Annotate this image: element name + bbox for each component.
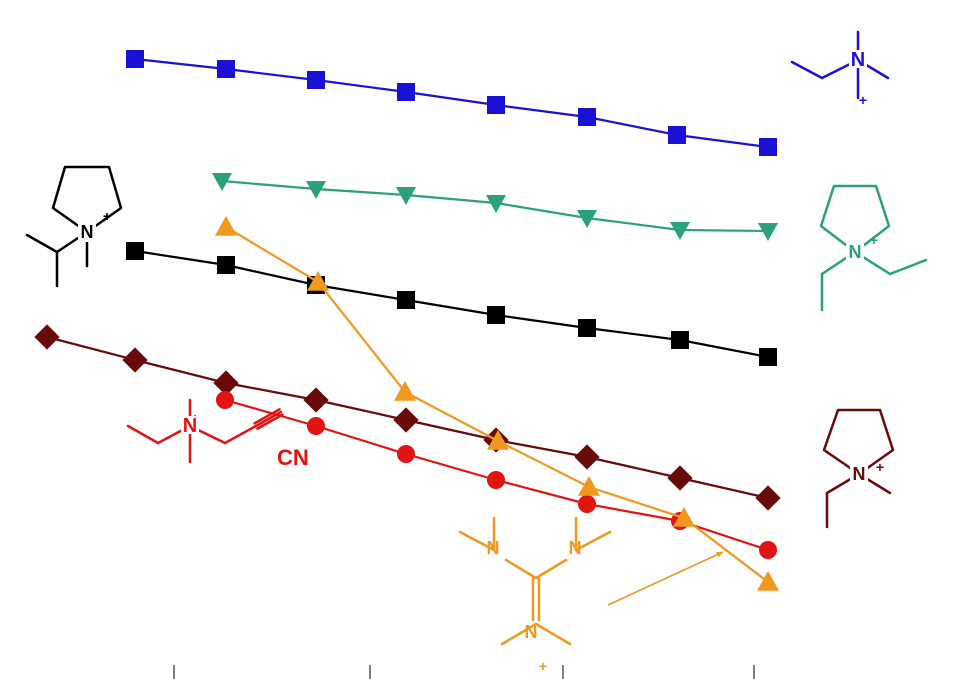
svg-text:+: +: [539, 658, 547, 674]
svg-text:N: N: [853, 464, 866, 484]
background: [0, 0, 973, 679]
svg-text:N: N: [525, 622, 538, 642]
svg-text:N: N: [851, 49, 865, 71]
label-cn: CN: [277, 445, 309, 470]
chart-canvas: +NN+NN+NN+NN+NN+NNNCN: [0, 0, 973, 679]
svg-text:+: +: [876, 459, 884, 475]
svg-text:N: N: [81, 222, 94, 242]
svg-text:+: +: [870, 232, 878, 248]
svg-text:+: +: [103, 208, 111, 224]
svg-text:N: N: [849, 242, 862, 262]
svg-text:N: N: [487, 538, 500, 558]
svg-text:N: N: [569, 538, 582, 558]
svg-text:N: N: [183, 415, 197, 437]
svg-text:+: +: [859, 92, 867, 108]
